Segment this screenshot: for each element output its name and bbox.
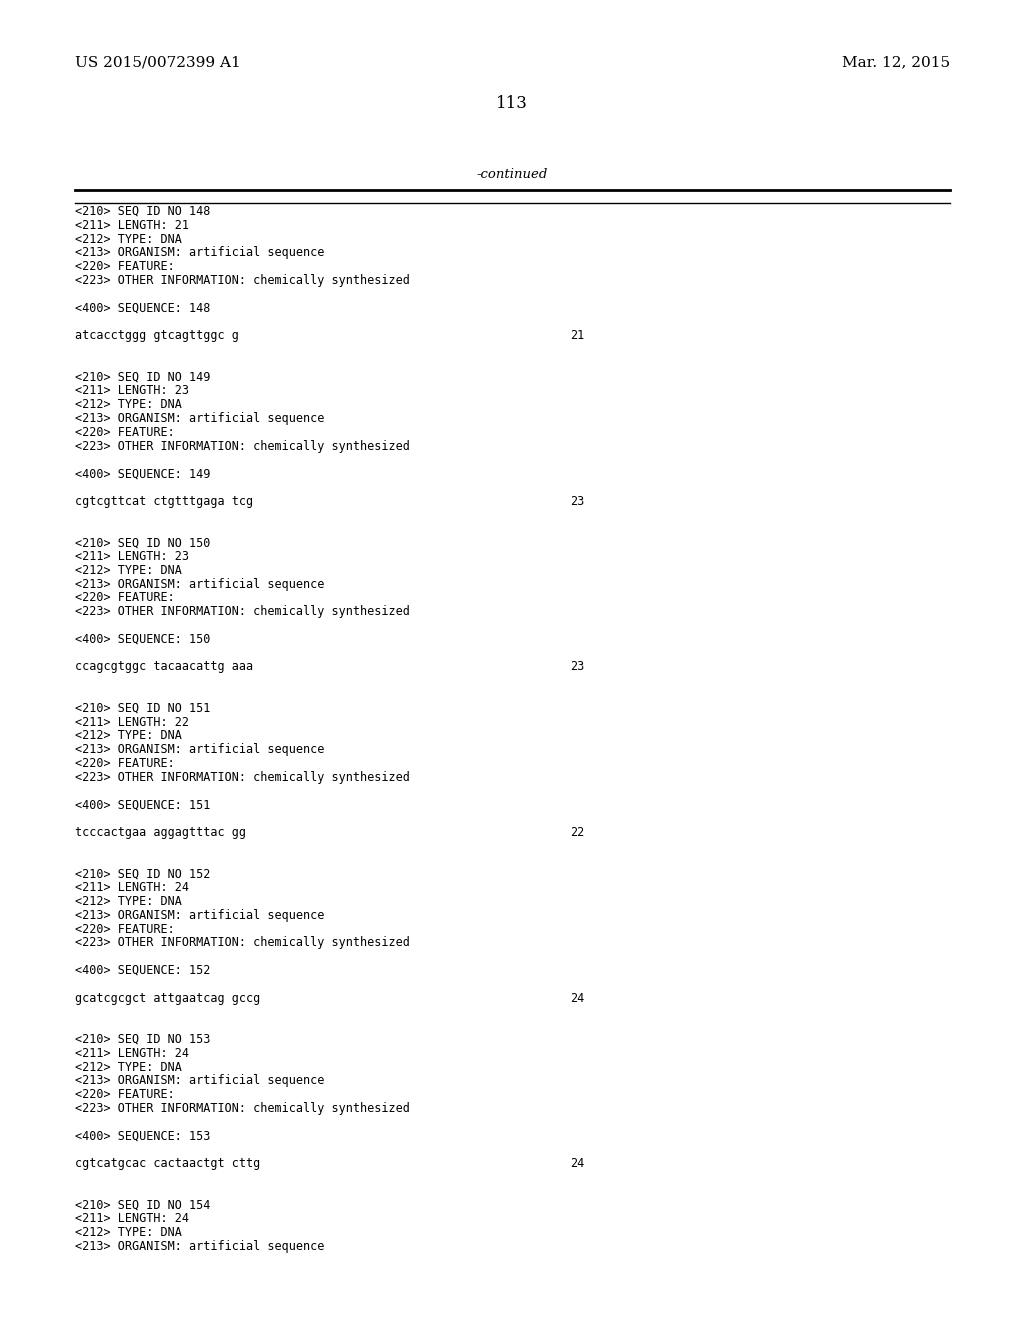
Text: <223> OTHER INFORMATION: chemically synthesized: <223> OTHER INFORMATION: chemically synt… bbox=[75, 771, 410, 784]
Text: gcatcgcgct attgaatcag gccg: gcatcgcgct attgaatcag gccg bbox=[75, 991, 260, 1005]
Text: <210> SEQ ID NO 150: <210> SEQ ID NO 150 bbox=[75, 536, 210, 549]
Text: <220> FEATURE:: <220> FEATURE: bbox=[75, 426, 175, 438]
Text: <213> ORGANISM: artificial sequence: <213> ORGANISM: artificial sequence bbox=[75, 1074, 325, 1088]
Text: <213> ORGANISM: artificial sequence: <213> ORGANISM: artificial sequence bbox=[75, 743, 325, 756]
Text: -continued: -continued bbox=[476, 168, 548, 181]
Text: <223> OTHER INFORMATION: chemically synthesized: <223> OTHER INFORMATION: chemically synt… bbox=[75, 275, 410, 286]
Text: <400> SEQUENCE: 152: <400> SEQUENCE: 152 bbox=[75, 964, 210, 977]
Text: <212> TYPE: DNA: <212> TYPE: DNA bbox=[75, 564, 182, 577]
Text: <210> SEQ ID NO 153: <210> SEQ ID NO 153 bbox=[75, 1034, 210, 1045]
Text: <400> SEQUENCE: 151: <400> SEQUENCE: 151 bbox=[75, 799, 210, 812]
Text: <223> OTHER INFORMATION: chemically synthesized: <223> OTHER INFORMATION: chemically synt… bbox=[75, 440, 410, 453]
Text: <211> LENGTH: 24: <211> LENGTH: 24 bbox=[75, 882, 189, 894]
Text: <212> TYPE: DNA: <212> TYPE: DNA bbox=[75, 1060, 182, 1073]
Text: ccagcgtggc tacaacattg aaa: ccagcgtggc tacaacattg aaa bbox=[75, 660, 253, 673]
Text: US 2015/0072399 A1: US 2015/0072399 A1 bbox=[75, 55, 241, 69]
Text: <212> TYPE: DNA: <212> TYPE: DNA bbox=[75, 232, 182, 246]
Text: <211> LENGTH: 24: <211> LENGTH: 24 bbox=[75, 1047, 189, 1060]
Text: <212> TYPE: DNA: <212> TYPE: DNA bbox=[75, 399, 182, 412]
Text: 24: 24 bbox=[570, 1158, 585, 1171]
Text: <213> ORGANISM: artificial sequence: <213> ORGANISM: artificial sequence bbox=[75, 908, 325, 921]
Text: <212> TYPE: DNA: <212> TYPE: DNA bbox=[75, 895, 182, 908]
Text: <210> SEQ ID NO 151: <210> SEQ ID NO 151 bbox=[75, 702, 210, 715]
Text: <211> LENGTH: 24: <211> LENGTH: 24 bbox=[75, 1212, 189, 1225]
Text: <223> OTHER INFORMATION: chemically synthesized: <223> OTHER INFORMATION: chemically synt… bbox=[75, 605, 410, 618]
Text: 113: 113 bbox=[496, 95, 528, 112]
Text: <212> TYPE: DNA: <212> TYPE: DNA bbox=[75, 1226, 182, 1239]
Text: <220> FEATURE:: <220> FEATURE: bbox=[75, 923, 175, 936]
Text: tcccactgaa aggagtttac gg: tcccactgaa aggagtttac gg bbox=[75, 826, 246, 840]
Text: <400> SEQUENCE: 153: <400> SEQUENCE: 153 bbox=[75, 1130, 210, 1143]
Text: 22: 22 bbox=[570, 826, 585, 840]
Text: <400> SEQUENCE: 148: <400> SEQUENCE: 148 bbox=[75, 301, 210, 314]
Text: <210> SEQ ID NO 149: <210> SEQ ID NO 149 bbox=[75, 371, 210, 384]
Text: 23: 23 bbox=[570, 495, 585, 508]
Text: cgtcgttcat ctgtttgaga tcg: cgtcgttcat ctgtttgaga tcg bbox=[75, 495, 253, 508]
Text: <211> LENGTH: 23: <211> LENGTH: 23 bbox=[75, 384, 189, 397]
Text: <213> ORGANISM: artificial sequence: <213> ORGANISM: artificial sequence bbox=[75, 1239, 325, 1253]
Text: atcacctggg gtcagttggc g: atcacctggg gtcagttggc g bbox=[75, 329, 239, 342]
Text: <212> TYPE: DNA: <212> TYPE: DNA bbox=[75, 730, 182, 742]
Text: <211> LENGTH: 21: <211> LENGTH: 21 bbox=[75, 219, 189, 232]
Text: <400> SEQUENCE: 149: <400> SEQUENCE: 149 bbox=[75, 467, 210, 480]
Text: <211> LENGTH: 22: <211> LENGTH: 22 bbox=[75, 715, 189, 729]
Text: 21: 21 bbox=[570, 329, 585, 342]
Text: cgtcatgcac cactaactgt cttg: cgtcatgcac cactaactgt cttg bbox=[75, 1158, 260, 1171]
Text: <220> FEATURE:: <220> FEATURE: bbox=[75, 756, 175, 770]
Text: <213> ORGANISM: artificial sequence: <213> ORGANISM: artificial sequence bbox=[75, 247, 325, 260]
Text: <220> FEATURE:: <220> FEATURE: bbox=[75, 1088, 175, 1101]
Text: <223> OTHER INFORMATION: chemically synthesized: <223> OTHER INFORMATION: chemically synt… bbox=[75, 1102, 410, 1115]
Text: <400> SEQUENCE: 150: <400> SEQUENCE: 150 bbox=[75, 632, 210, 645]
Text: <213> ORGANISM: artificial sequence: <213> ORGANISM: artificial sequence bbox=[75, 412, 325, 425]
Text: <220> FEATURE:: <220> FEATURE: bbox=[75, 591, 175, 605]
Text: <211> LENGTH: 23: <211> LENGTH: 23 bbox=[75, 550, 189, 564]
Text: Mar. 12, 2015: Mar. 12, 2015 bbox=[842, 55, 950, 69]
Text: <210> SEQ ID NO 152: <210> SEQ ID NO 152 bbox=[75, 867, 210, 880]
Text: <223> OTHER INFORMATION: chemically synthesized: <223> OTHER INFORMATION: chemically synt… bbox=[75, 936, 410, 949]
Text: <210> SEQ ID NO 154: <210> SEQ ID NO 154 bbox=[75, 1199, 210, 1212]
Text: 24: 24 bbox=[570, 991, 585, 1005]
Text: <210> SEQ ID NO 148: <210> SEQ ID NO 148 bbox=[75, 205, 210, 218]
Text: <220> FEATURE:: <220> FEATURE: bbox=[75, 260, 175, 273]
Text: <213> ORGANISM: artificial sequence: <213> ORGANISM: artificial sequence bbox=[75, 578, 325, 590]
Text: 23: 23 bbox=[570, 660, 585, 673]
